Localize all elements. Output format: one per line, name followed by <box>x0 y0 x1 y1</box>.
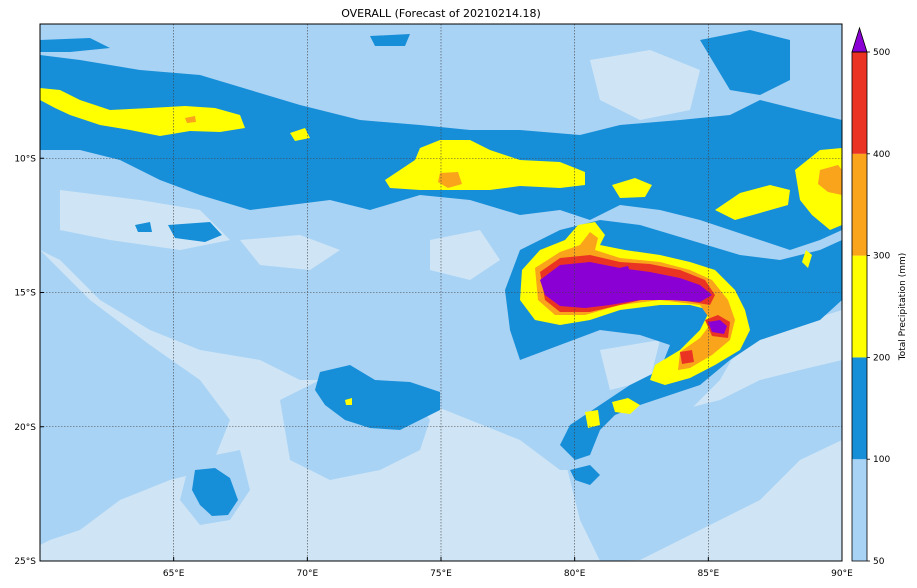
colorbar-tick-label: 100 <box>873 455 890 465</box>
lon-tick-label: 90°E <box>831 569 853 579</box>
lon-tick-label: 75°E <box>430 569 452 579</box>
colorbar-frame <box>851 51 868 562</box>
lat-tick-label: 20°S <box>14 423 36 433</box>
colorbar-segment <box>852 357 867 460</box>
field-over-500 <box>540 262 727 334</box>
colorbar-label: Total Precipitation (mm) <box>898 253 908 362</box>
lon-tick-label: 70°E <box>297 569 319 579</box>
lon-tick-label: 65°E <box>163 569 185 579</box>
colorbar-segment <box>852 52 867 154</box>
colorbar: 50 100 200 300 400 500 Total Precipitation (mm… <box>851 26 908 567</box>
lat-tick-label: 10°S <box>14 154 36 164</box>
lon-tick-label: 85°E <box>698 569 720 579</box>
colorbar-segment <box>852 153 867 256</box>
colorbar-tick-label: 400 <box>873 150 890 160</box>
colorbar-tick-label: 300 <box>873 252 890 262</box>
colorbar-segment <box>852 459 867 561</box>
lon-axis: 65°E 70°E 75°E 80°E 85°E 90°E <box>163 557 853 579</box>
colorbar-tick-label: 200 <box>873 353 890 363</box>
colorbar-extend-arrow <box>851 26 868 53</box>
colorbar-segment <box>852 255 867 358</box>
lat-tick-label: 25°S <box>14 557 36 567</box>
colorbar-tick-label: 500 <box>873 48 890 58</box>
map-title: OVERALL (Forecast of 20210214.18) <box>341 7 541 20</box>
lat-axis: 10°S 15°S 20°S 25°S <box>14 154 44 567</box>
lon-tick-label: 80°E <box>564 569 586 579</box>
field-light-pockets <box>60 50 700 390</box>
lat-tick-label: 15°S <box>14 289 36 299</box>
colorbar-tick-label: 50 <box>873 557 885 567</box>
